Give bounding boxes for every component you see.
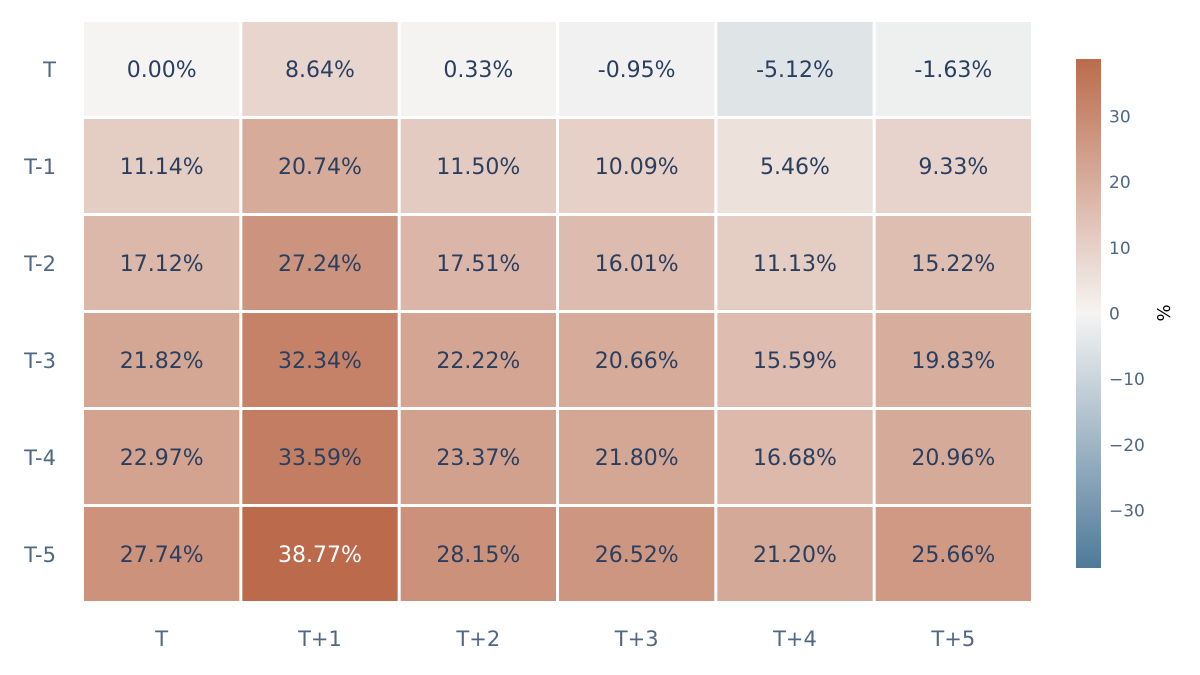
heatmap-cell bbox=[84, 507, 240, 601]
cell-value-label: 11.14% bbox=[120, 155, 204, 180]
heatmap-cell bbox=[717, 507, 873, 601]
y-axis: T T-1 T-2 T-3 T-4 T-5 bbox=[23, 58, 56, 567]
cell-value-label: 8.64% bbox=[285, 58, 355, 83]
heatmap-cell bbox=[400, 313, 556, 407]
heatmap-cell bbox=[875, 22, 1031, 116]
colorbar-title: % bbox=[1154, 304, 1175, 321]
cell-value-label: -0.95% bbox=[598, 58, 676, 83]
cell-value-label: 15.59% bbox=[753, 349, 837, 374]
x-tick-label: T+2 bbox=[455, 627, 500, 651]
x-tick-label: T+4 bbox=[772, 627, 817, 651]
heatmap-cell bbox=[242, 216, 398, 310]
heatmap-cell bbox=[242, 119, 398, 213]
cell-value-label: 11.50% bbox=[436, 155, 520, 180]
cell-value-label: 32.34% bbox=[278, 349, 362, 374]
cell-value-label: 15.22% bbox=[911, 252, 995, 277]
cell-value-label: 5.46% bbox=[760, 155, 830, 180]
heatmap-cell bbox=[875, 313, 1031, 407]
cell-value-label: 20.74% bbox=[278, 155, 362, 180]
x-tick-label: T bbox=[154, 627, 168, 651]
cell-value-label: 33.59% bbox=[278, 446, 362, 471]
cell-value-label: 16.68% bbox=[753, 446, 837, 471]
y-tick-label: T-2 bbox=[23, 252, 56, 276]
x-axis: T T+1 T+2 T+3 T+4 T+5 bbox=[154, 627, 975, 651]
cell-value-label: 22.22% bbox=[436, 349, 520, 374]
cell-value-label: 21.82% bbox=[120, 349, 204, 374]
cell-value-label: 28.15% bbox=[436, 543, 520, 568]
heatmap-cell bbox=[400, 119, 556, 213]
cell-value-label: 25.66% bbox=[911, 543, 995, 568]
y-tick-label: T-3 bbox=[23, 349, 56, 373]
heatmap-cell bbox=[400, 22, 556, 116]
y-tick-label: T bbox=[42, 58, 56, 82]
heatmap-cell bbox=[717, 119, 873, 213]
cell-value-label: 9.33% bbox=[918, 155, 988, 180]
cell-value-label: 27.74% bbox=[120, 543, 204, 568]
heatmap-cell bbox=[242, 22, 398, 116]
heatmap-cell bbox=[875, 410, 1031, 504]
colorbar-tick-label: 10 bbox=[1109, 239, 1131, 259]
colorbar-gradient bbox=[1076, 59, 1101, 568]
heatmap-cell bbox=[242, 313, 398, 407]
heatmap-cell bbox=[242, 410, 398, 504]
heatmap-cell bbox=[242, 507, 398, 601]
colorbar-tick-label: −10 bbox=[1109, 370, 1145, 390]
cell-value-label: 21.20% bbox=[753, 543, 837, 568]
colorbar-tick-label: 30 bbox=[1109, 108, 1131, 128]
cell-value-label: 22.97% bbox=[120, 446, 204, 471]
cell-value-label: 17.12% bbox=[120, 252, 204, 277]
y-tick-label: T-4 bbox=[23, 446, 56, 470]
cell-value-label: 26.52% bbox=[595, 543, 679, 568]
y-tick-label: T-5 bbox=[23, 543, 56, 567]
heatmap-cell bbox=[84, 410, 240, 504]
heatmap-cell bbox=[559, 216, 715, 310]
cell-value-label: 16.01% bbox=[595, 252, 679, 277]
heatmap-cell bbox=[84, 22, 240, 116]
colorbar: 30 20 10 0 −10 −20 −30% bbox=[1076, 59, 1175, 568]
heatmap-cells: 0.00% 8.64% 0.33% -0.95% -5.12% -1.63% 11.14% 2… bbox=[84, 22, 1031, 601]
cell-value-label: 0.33% bbox=[443, 58, 513, 83]
cell-value-label: 27.24% bbox=[278, 252, 362, 277]
heatmap-cell bbox=[875, 507, 1031, 601]
heatmap-cell bbox=[875, 216, 1031, 310]
heatmap-cell bbox=[84, 119, 240, 213]
heatmap-cell bbox=[717, 22, 873, 116]
heatmap-cell bbox=[400, 216, 556, 310]
heatmap-cell bbox=[400, 507, 556, 601]
cell-value-label: -1.63% bbox=[914, 58, 992, 83]
cell-value-label: 20.66% bbox=[595, 349, 679, 374]
cell-value-label: 21.80% bbox=[595, 446, 679, 471]
y-tick-label: T-1 bbox=[23, 155, 56, 179]
colorbar-tick-label: −30 bbox=[1109, 501, 1145, 521]
heatmap-cell bbox=[559, 313, 715, 407]
heatmap-cell bbox=[559, 410, 715, 504]
cell-value-label: 0.00% bbox=[127, 58, 197, 83]
cell-value-label: 38.77% bbox=[278, 543, 362, 568]
cell-value-label: 17.51% bbox=[436, 252, 520, 277]
cell-value-label: 19.83% bbox=[911, 349, 995, 374]
cell-value-label: 10.09% bbox=[595, 155, 679, 180]
colorbar-tick-label: 20 bbox=[1109, 173, 1131, 193]
heatmap-cell bbox=[559, 507, 715, 601]
heatmap-cell bbox=[84, 313, 240, 407]
cell-value-label: 20.96% bbox=[911, 446, 995, 471]
heatmap-cell bbox=[84, 216, 240, 310]
cell-value-label: -5.12% bbox=[756, 58, 834, 83]
cell-value-label: 23.37% bbox=[436, 446, 520, 471]
heatmap-cell bbox=[875, 119, 1031, 213]
x-tick-label: T+3 bbox=[614, 627, 659, 651]
cell-value-label: 11.13% bbox=[753, 252, 837, 277]
heatmap-cell bbox=[717, 216, 873, 310]
x-tick-label: T+1 bbox=[297, 627, 342, 651]
colorbar-tick-label: 0 bbox=[1109, 305, 1120, 325]
colorbar-tick-label: −20 bbox=[1109, 436, 1145, 456]
heatmap-cell bbox=[717, 313, 873, 407]
x-tick-label: T+5 bbox=[930, 627, 975, 651]
heatmap-cell bbox=[400, 410, 556, 504]
heatmap-cell bbox=[717, 410, 873, 504]
heatmap-cell bbox=[559, 22, 715, 116]
heatmap-cell bbox=[559, 119, 715, 213]
